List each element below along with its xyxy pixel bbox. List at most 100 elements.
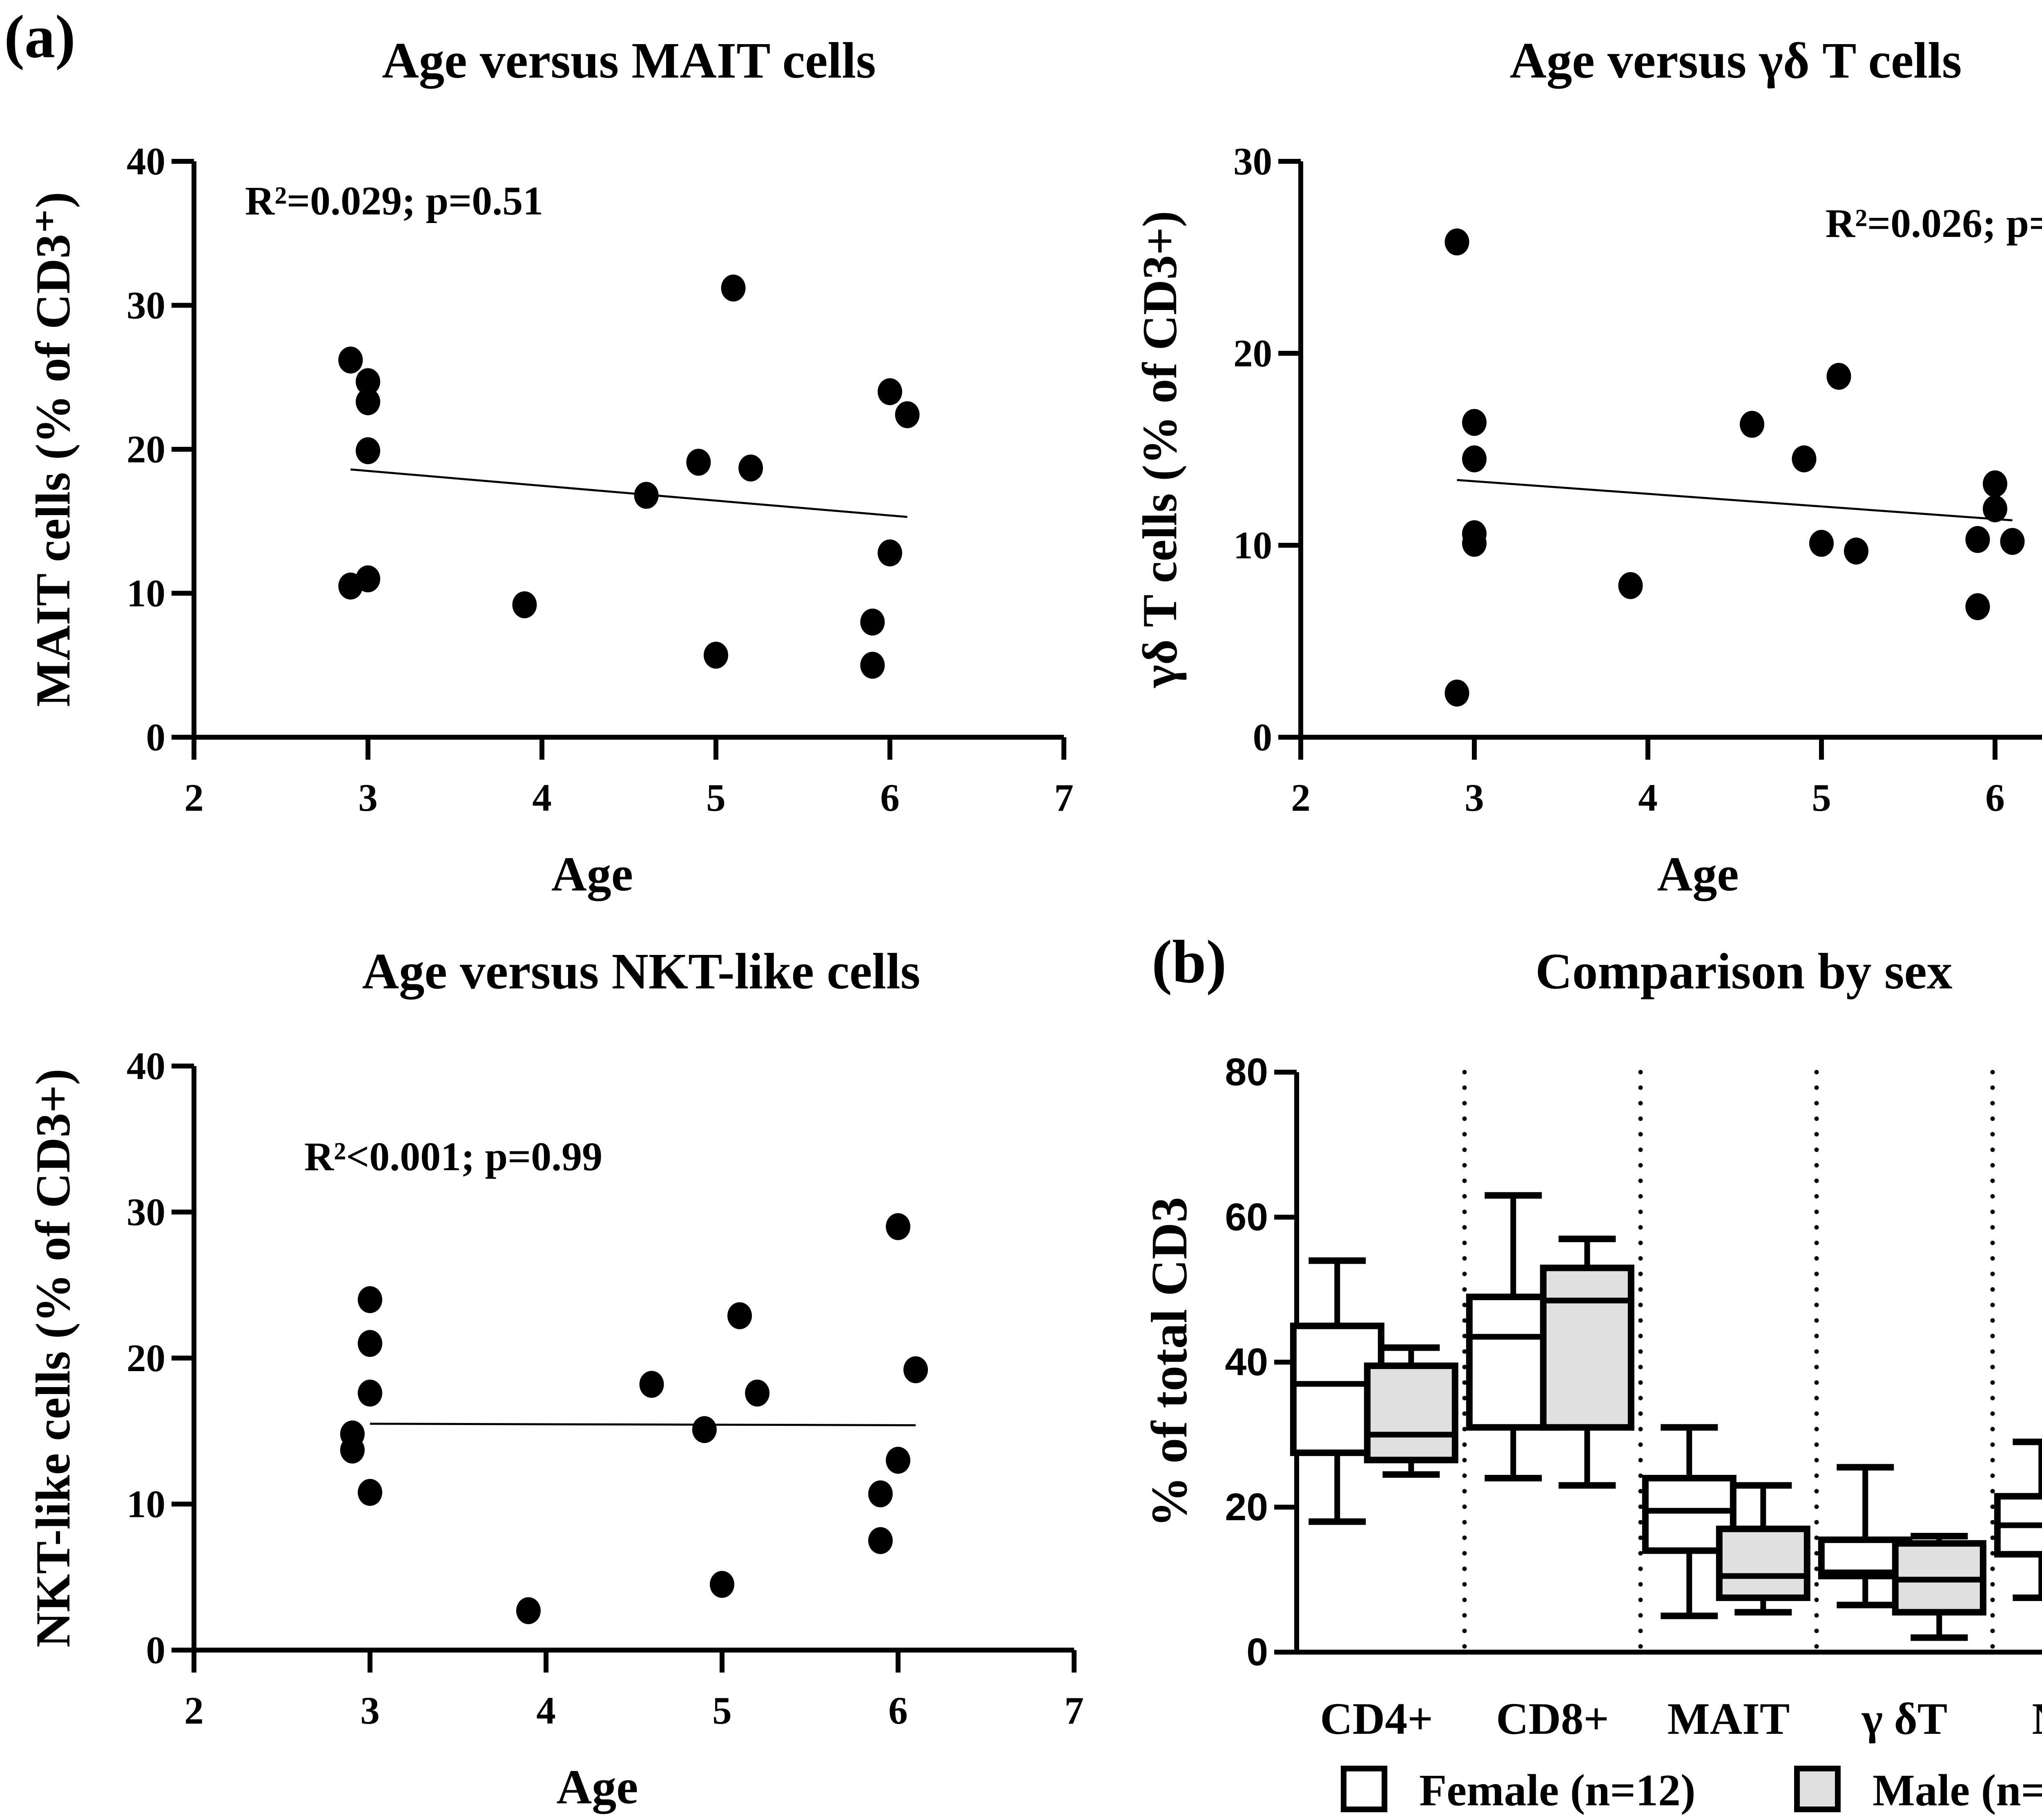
data-point (860, 609, 885, 636)
y-tick-label: 30 (127, 1191, 165, 1234)
y-tick-label: 30 (127, 284, 165, 327)
data-point (356, 388, 380, 415)
legend-swatch (1794, 1766, 1841, 1812)
data-point (358, 1286, 382, 1313)
legend-label: Male (n=5) (1873, 1765, 2042, 1815)
legend-swatch (1341, 1766, 1387, 1812)
y-tick-label: 10 (127, 1483, 165, 1526)
x-tick-label: 4 (532, 776, 552, 819)
data-point (878, 378, 902, 405)
data-point (358, 1330, 382, 1357)
data-point (886, 1213, 910, 1240)
data-point (738, 454, 763, 482)
x-tick-label: 7 (1064, 1689, 1084, 1732)
y-tick-label: 20 (127, 428, 165, 471)
x-tick-label: 4 (1638, 776, 1658, 819)
data-point (903, 1356, 928, 1383)
data-point (721, 274, 746, 302)
x-tick-label: 2 (184, 776, 204, 819)
chart-title: Age versus γδ T cells (1509, 33, 1962, 89)
data-point (1445, 228, 1469, 256)
data-point (1618, 572, 1643, 599)
data-point (1826, 363, 1851, 390)
regression-line (1457, 479, 2013, 522)
x-category-label: γ δT (1861, 1694, 1947, 1744)
data-point (1445, 679, 1469, 707)
iqr-box (1364, 1362, 1458, 1463)
data-point (895, 401, 920, 428)
x-tick-label: 6 (1985, 776, 2005, 819)
y-tick-label: 0 (1253, 716, 1273, 759)
box-male (1716, 1482, 1810, 1616)
x-tick-label: 5 (712, 1689, 732, 1732)
x-tick-label: 3 (358, 776, 378, 819)
x-tick-label: 3 (360, 1689, 380, 1732)
iqr-box (1540, 1265, 1634, 1431)
y-tick-label: 20 (127, 1336, 165, 1380)
x-category-label: CD8+ (1496, 1694, 1609, 1744)
data-point (1809, 530, 1834, 557)
data-point (745, 1379, 770, 1407)
x-axis-title: Age (1657, 847, 1739, 901)
data-point (878, 539, 902, 567)
legend-item-female: Female (n=12) (1341, 1765, 1696, 1815)
chart-mait: Age versus MAIT cells 2 3 4 5 6 7 0 10 20 30 40 Age M… (26, 33, 1074, 901)
data-point (356, 437, 380, 464)
data-point (516, 1597, 541, 1624)
regression-annotation: R²=0.029; p=0.51 (245, 178, 543, 223)
y-tick-label: 40 (1225, 1340, 1268, 1384)
data-point (1462, 445, 1487, 473)
x-category-label: NKT (2032, 1694, 2042, 1744)
legend-item-male: Male (n=5) (1794, 1765, 2042, 1815)
regression-line (350, 468, 907, 518)
data-point (710, 1571, 734, 1598)
legend-label: Female (n=12) (1419, 1765, 1696, 1815)
x-axis-title: Age (557, 1760, 638, 1814)
iqr-box (1716, 1526, 1810, 1601)
panel-label-a: (a) (4, 3, 76, 71)
x-tick-label: 4 (536, 1689, 556, 1732)
legend: Female (n=12) Male (n=5) (1341, 1765, 2042, 1815)
y-tick-label: 60 (1225, 1195, 1268, 1239)
y-tick-label: 80 (1225, 1051, 1268, 1094)
data-point (727, 1302, 752, 1329)
y-axis-title: γδ T cells (% of CD3+) (1132, 211, 1187, 688)
chart-gammadelta: Age versus γδ T cells2345670102030Ageγδ … (1132, 33, 2042, 901)
y-axis-title: NKT-like cells (% of CD3+) (26, 1068, 80, 1647)
box-male (1364, 1344, 1458, 1478)
x-tick-label: 5 (706, 776, 726, 819)
y-tick-label: 40 (127, 140, 165, 183)
box-female (1994, 1439, 2042, 1601)
x-axis-title: Age (551, 847, 633, 901)
x-tick-label: 2 (1291, 776, 1311, 819)
y-tick-label: 40 (127, 1044, 165, 1088)
chart-comparison-by-sex: Comparison by sex 0 20 40 60 80 % of total CD3… (1141, 943, 2042, 1815)
data-point (686, 448, 711, 476)
box-male (1892, 1533, 1986, 1641)
data-point (356, 368, 380, 395)
chart-title: Age versus NKT-like cells (362, 943, 921, 1000)
data-point (358, 1379, 382, 1407)
data-point (860, 651, 885, 679)
data-point (358, 1479, 382, 1506)
y-tick-label: 0 (1246, 1630, 1268, 1674)
data-point (1844, 538, 1868, 565)
data-point (886, 1447, 910, 1474)
y-axis-title: MAIT cells (% of CD3⁺) (26, 192, 80, 707)
y-tick-label: 10 (127, 572, 165, 615)
data-point (1965, 526, 1990, 553)
data-point (512, 591, 537, 618)
x-tick-label: 6 (888, 1689, 908, 1732)
x-tick-label: 3 (1465, 776, 1484, 819)
chart-title: Comparison by sex (1536, 943, 1953, 1000)
data-point (868, 1480, 893, 1508)
data-point (338, 346, 363, 374)
chart-title: Age versus MAIT cells (382, 33, 876, 89)
data-point (340, 1436, 365, 1464)
data-point (1983, 470, 2007, 497)
data-point (1740, 410, 1764, 438)
x-category-label: CD4+ (1320, 1694, 1433, 1744)
data-point (634, 482, 659, 509)
data-point (2000, 528, 2025, 555)
